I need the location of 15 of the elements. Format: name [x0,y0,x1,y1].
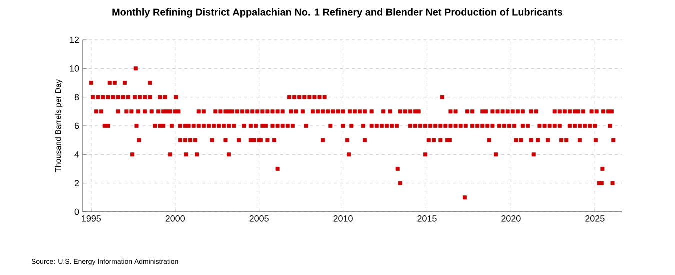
x-tick-label: 2020 [502,216,521,222]
y-tick-label: 10 [70,65,80,72]
y-tick-label: 0 [74,208,80,216]
y-tick-label: 4 [74,152,80,158]
y-tick-label: 12 [70,36,80,44]
x-tick-label: 2000 [166,216,185,222]
x-tick-label: 2005 [250,216,269,222]
x-tick-label: 2010 [334,216,353,222]
chart-title: Monthly Refining District Appalachian No. 1 Refinery and Blender Net Production of Lubricants [112,8,563,18]
y-tick-label: 8 [74,94,80,101]
x-tick-label: 1995 [82,216,101,222]
x-tick-label: 2015 [418,216,437,222]
x-tick-label: 2025 [586,216,605,222]
y-tick-label: 2 [74,180,80,186]
y-tick-label: 6 [74,122,80,130]
